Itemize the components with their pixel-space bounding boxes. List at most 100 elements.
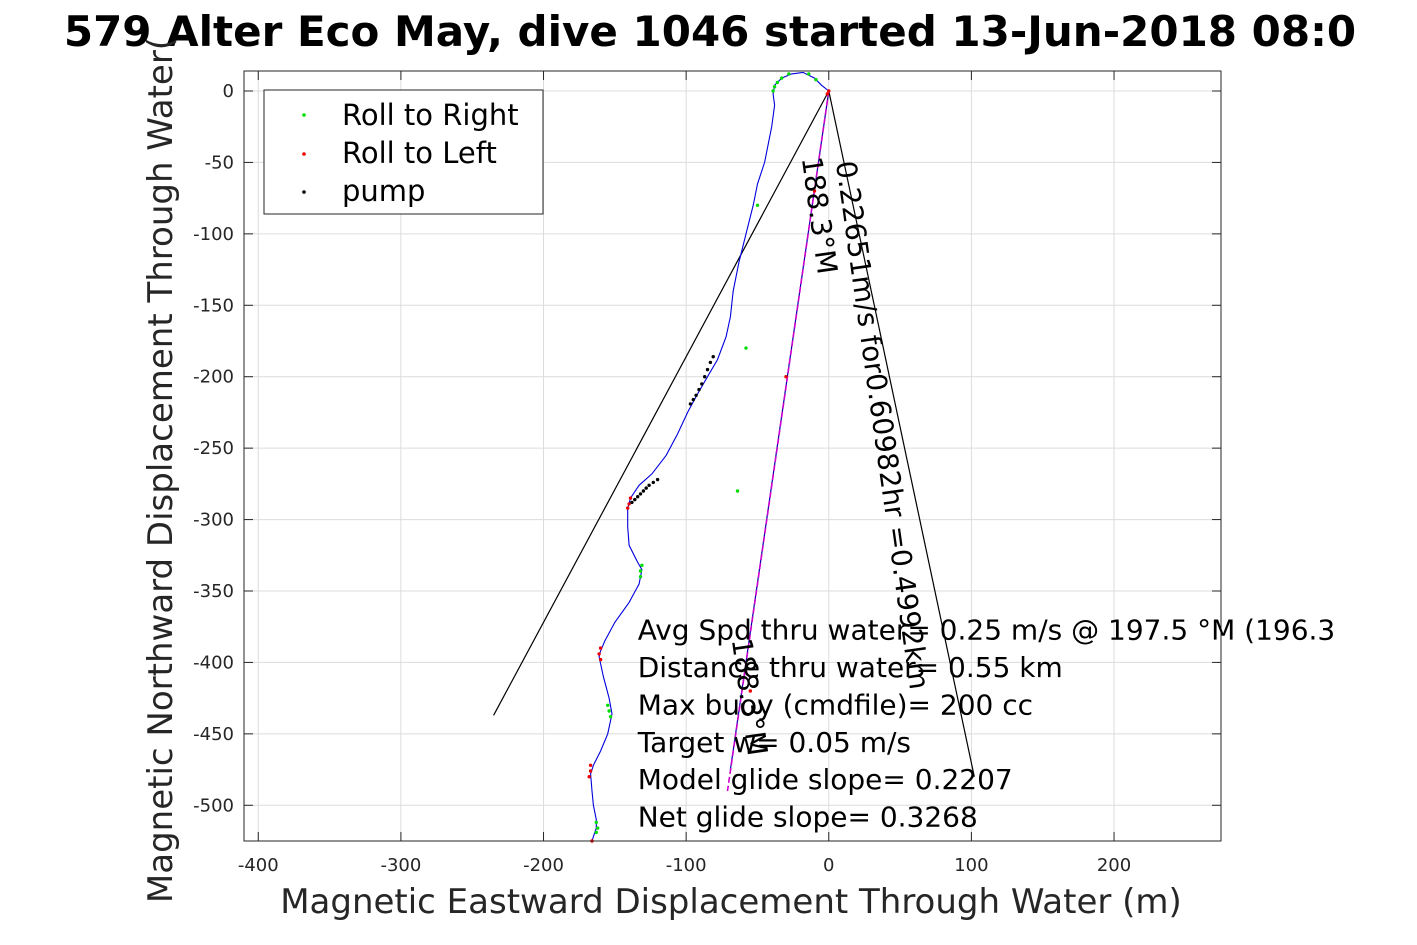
pump-marker (647, 483, 651, 487)
y-tick-label: -100 (193, 224, 234, 245)
grid-lines (244, 71, 1221, 841)
roll-left-marker (588, 769, 593, 773)
roll-right-marker (772, 85, 777, 89)
stats-line: Distance thru water= 0.55 km (638, 651, 1063, 684)
x-tick-label: -100 (666, 855, 707, 876)
wedge-line (493, 90, 830, 716)
legend-label-roll-right: Roll to Right (342, 98, 519, 132)
roll-right-marker (735, 489, 740, 493)
roll-right-marker (608, 715, 613, 719)
pump-marker (633, 497, 637, 502)
pump-marker (630, 500, 634, 505)
roll-right-marker (787, 72, 791, 76)
y-tick-label: -150 (193, 295, 234, 316)
pump-marker (636, 495, 640, 499)
dive-track (590, 71, 830, 842)
x-tick-label: -300 (380, 855, 421, 876)
x-tick-label: -200 (523, 855, 564, 876)
legend-marker-roll-right (302, 113, 306, 117)
stats-line: Max buoy (cmdfile)= 200 cc (638, 688, 1033, 721)
wedge-line (828, 90, 975, 777)
roll-right-marker (771, 89, 775, 93)
stats-block: Avg Spd thru water= 0.25 m/s @ 197.5 °M … (637, 614, 1336, 834)
pump-marker (700, 382, 704, 386)
roll-left-marker (587, 775, 591, 779)
legend-marker-pump (302, 190, 306, 194)
roll-right-marker (638, 569, 643, 573)
roll-left-marker (627, 502, 631, 506)
pump-marker (711, 355, 715, 359)
pump-marker (688, 402, 693, 406)
pump-marker (703, 375, 707, 379)
chart-title: 579 Alter Eco May, dive 1046 started 13-… (64, 7, 1356, 56)
pump-marker (641, 489, 646, 493)
y-tick-label: -450 (193, 724, 234, 745)
legend: Roll to Right Roll to Left pump (263, 89, 544, 215)
stats-line: Net glide slope= 0.3268 (638, 801, 978, 834)
stats-line: Avg Spd thru water= 0.25 m/s @ 197.5 °M … (638, 614, 1336, 647)
y-tick-label: -300 (193, 510, 234, 531)
y-axis-ticks: 0 -50 -100 -150 -200 -250 -300 -350 -400 -450 -500 (193, 81, 1221, 816)
roll-left-marker (598, 657, 603, 662)
net-displacement-line (726, 90, 830, 792)
pump-marker (697, 387, 701, 392)
y-tick-label: -50 (205, 152, 234, 173)
roll-right-marker (775, 80, 780, 85)
roll-left-marker (784, 375, 788, 379)
track-line (590, 71, 830, 842)
legend-box (263, 89, 544, 215)
roll-left-marker (626, 506, 630, 510)
heading-wedge (493, 90, 975, 777)
pump-marker (651, 480, 655, 485)
roll-right-marker (594, 830, 598, 835)
roll-left-marker (588, 763, 593, 767)
pump-marker (705, 367, 710, 372)
roll-left-marker (812, 189, 817, 193)
roll-right-marker (780, 76, 784, 80)
y-tick-label: -500 (193, 795, 234, 816)
x-tick-label: -400 (238, 855, 279, 876)
pump-marker (691, 397, 695, 402)
roll-left-marker (598, 646, 603, 650)
stats-line: Target w= 0.05 m/s (637, 726, 911, 759)
roll-left-marker (597, 652, 601, 656)
pump-marker (638, 492, 643, 496)
roll-right-marker (638, 575, 643, 579)
roll-right-marker (744, 346, 748, 350)
pump-marker (655, 477, 660, 482)
y-tick-label: -350 (193, 581, 234, 602)
net-line (726, 90, 830, 792)
roll-left-marker (827, 89, 831, 93)
y-tick-label: 0 (223, 81, 234, 102)
roll-and-pump-markers (587, 72, 831, 843)
y-axis-label: Magnetic Northward Displacement Through … (141, 37, 181, 903)
x-axis-label: Magnetic Eastward Displacement Through W… (280, 882, 1182, 922)
y-tick-label: -250 (193, 438, 234, 459)
plot-frame (243, 70, 1222, 842)
roll-right-marker (596, 826, 600, 830)
roll-left-marker (825, 92, 829, 96)
x-tick-label: 0 (823, 855, 834, 876)
legend-label-pump: pump (342, 174, 425, 208)
roll-left-marker (628, 496, 633, 500)
pump-marker (708, 360, 713, 365)
roll-left-marker (748, 689, 752, 693)
x-axis-ticks: -400 -300 -200 -100 0 100 200 (238, 71, 1131, 876)
pump-marker (644, 486, 648, 490)
roll-right-marker (640, 563, 644, 567)
roll-right-marker (594, 820, 598, 825)
legend-marker-roll-left (302, 152, 306, 156)
x-tick-label: 200 (1097, 855, 1131, 876)
y-tick-label: -400 (193, 652, 234, 673)
x-tick-label: 100 (954, 855, 988, 876)
y-tick-label: -200 (193, 367, 234, 388)
roll-right-marker (814, 77, 818, 82)
roll-right-marker (607, 709, 611, 713)
roll-right-marker (606, 703, 610, 707)
stats-line: Model glide slope= 0.2207 (638, 763, 1013, 796)
legend-label-roll-left: Roll to Left (342, 136, 497, 170)
pump-marker (694, 393, 698, 397)
roll-right-marker (755, 203, 760, 207)
roll-right-marker (807, 72, 811, 76)
